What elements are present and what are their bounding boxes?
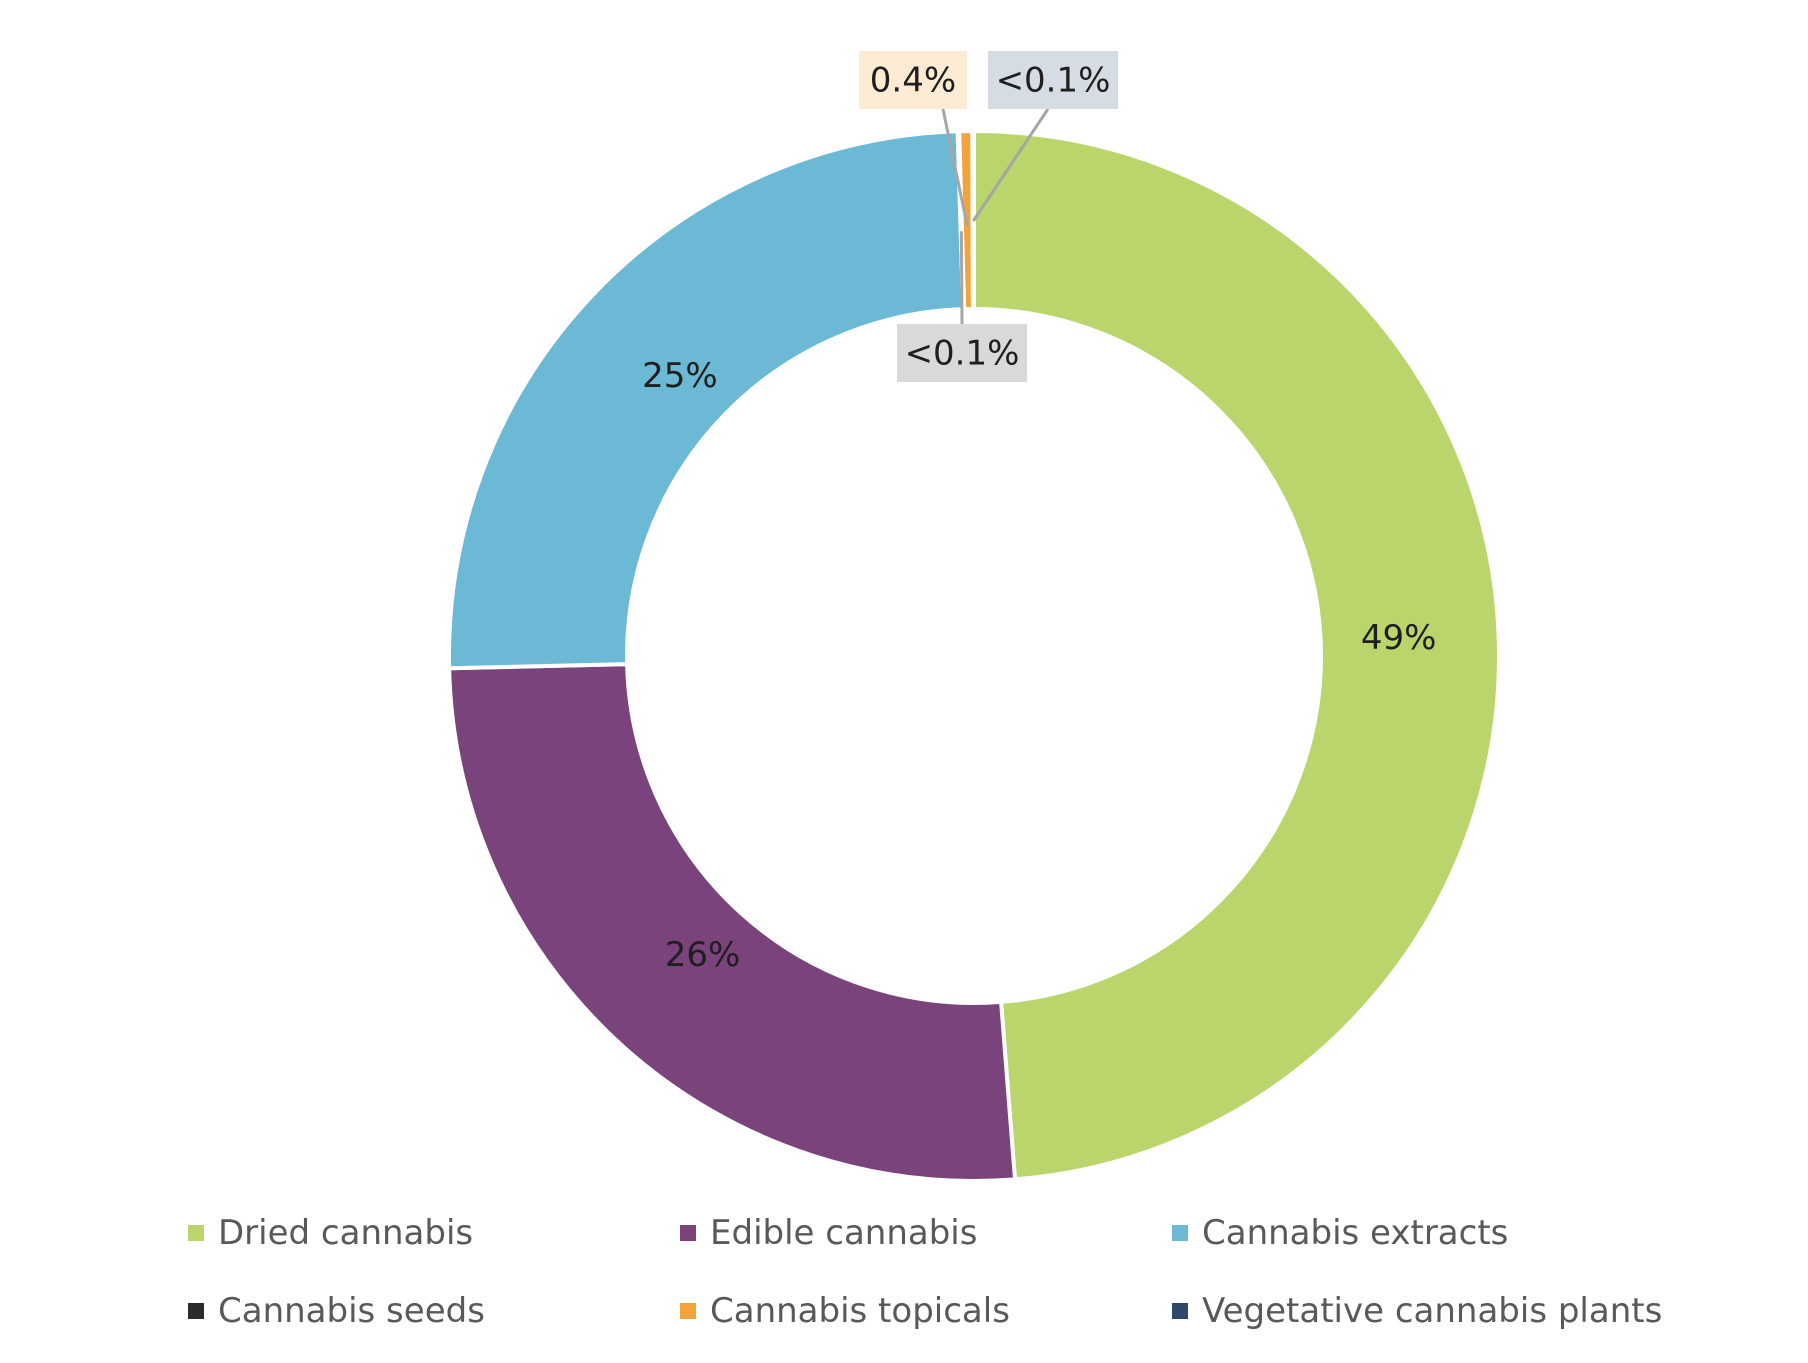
leader-line-vegetative-cannabis-plants [972,108,1050,222]
legend-swatch [680,1225,696,1241]
legend-label: Vegetative cannabis plants [1202,1291,1663,1331]
legend-swatch [188,1225,204,1241]
slice-dried-cannabis [972,128,1501,1182]
leader-line-cannabis-seeds [959,231,964,325]
legend-swatch [680,1303,696,1319]
slice-cannabis-extracts [447,129,966,671]
legend-item-dried-cannabis: Dried cannabis [188,1213,473,1253]
legend-label: Dried cannabis [218,1213,474,1253]
data-label-box-vegetative-cannabis-plants [988,51,1118,109]
data-label-edible-cannabis: 26% [665,935,741,975]
legend-item-cannabis-topicals: Cannabis topicals [680,1291,1010,1331]
data-label-dried-cannabis: 49% [1361,618,1437,658]
legend-item-cannabis-seeds: Cannabis seeds [188,1291,485,1331]
data-label-cannabis-extracts: 25% [642,356,718,396]
legend-item-edible-cannabis: Edible cannabis [680,1213,977,1253]
data-label-cannabis-topicals: 0.4% [870,61,956,101]
legend-label: Cannabis seeds [218,1291,485,1331]
legend-swatch [1172,1303,1188,1319]
slice-edible-cannabis [447,662,1018,1183]
legend-item-vegetative-cannabis-plants: Vegetative cannabis plants [1172,1291,1662,1331]
legend-label: Cannabis extracts [1202,1213,1509,1253]
legend-item-cannabis-extracts: Cannabis extracts [1172,1213,1508,1253]
data-label-vegetative-cannabis-plants: <0.1% [996,61,1111,101]
legend-swatch [188,1303,204,1319]
data-label-box-cannabis-seeds [897,324,1027,382]
data-label-cannabis-seeds: <0.1% [905,334,1020,374]
leader-line-cannabis-topicals [941,108,969,227]
legend-swatch [1172,1225,1188,1241]
legend-label: Cannabis topicals [710,1291,1010,1331]
data-label-box-cannabis-topicals [859,51,967,109]
legend-label: Edible cannabis [710,1213,978,1253]
